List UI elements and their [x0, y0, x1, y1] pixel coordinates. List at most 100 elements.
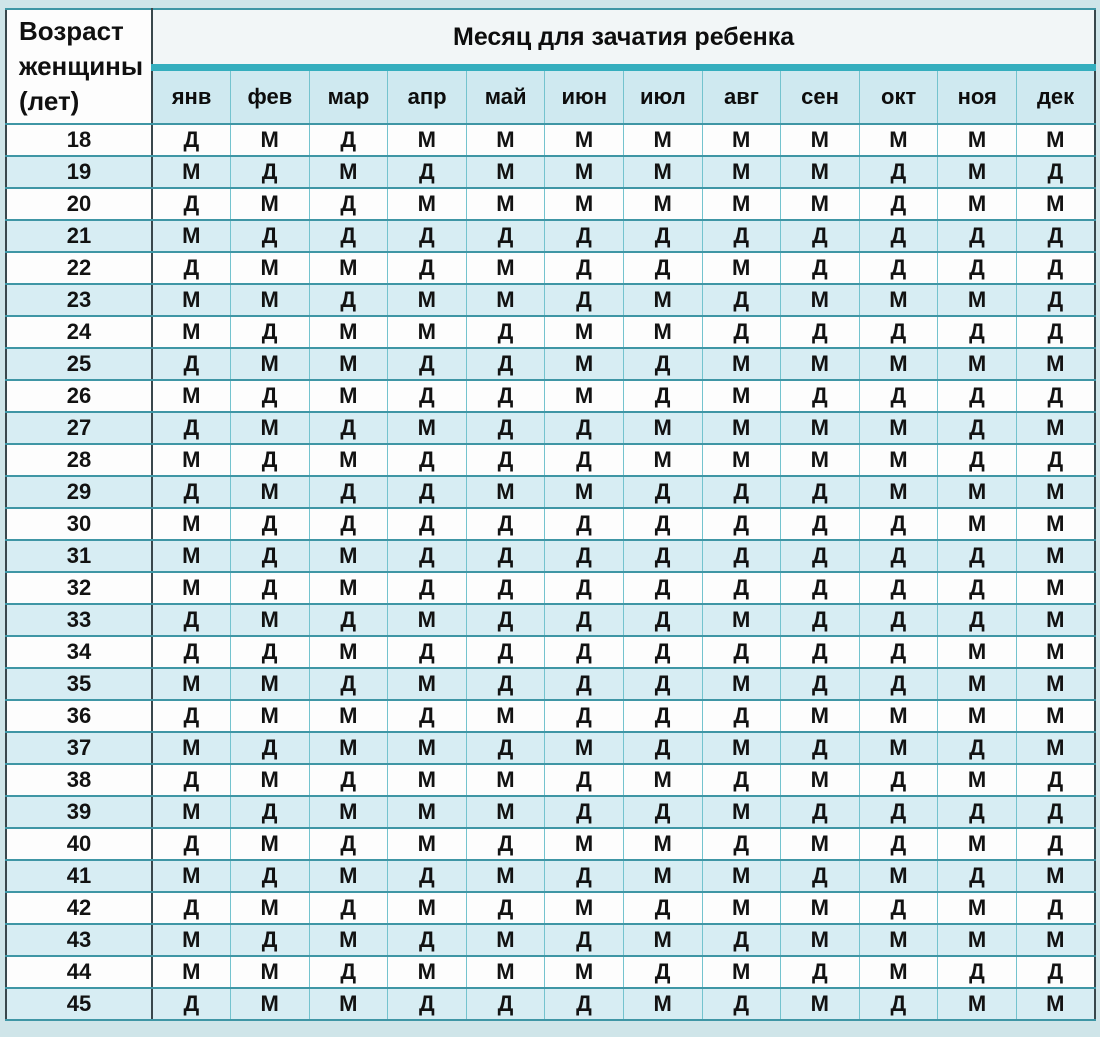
gender-cell-19-янв: М — [151, 155, 232, 190]
gender-cell-39-май: М — [465, 795, 546, 830]
gender-cell-28-дек: Д — [1016, 443, 1096, 478]
gender-cell-32-фев: Д — [230, 571, 310, 606]
gender-cell-25-ноя: М — [937, 347, 1018, 382]
gender-cell-20-июн: М — [544, 187, 625, 222]
gender-cell-26-окт: Д — [858, 379, 939, 414]
table-row-age-44: 44 М М Д М М М Д М Д М Д Д — [5, 955, 1096, 990]
gender-cell-41-июн: Д — [544, 859, 625, 894]
gender-cell-32-мар: М — [308, 571, 389, 606]
gender-cell-41-мар: М — [308, 859, 389, 894]
gender-cell-44-дек: Д — [1016, 955, 1096, 990]
gender-cell-22-ноя: Д — [937, 251, 1018, 286]
gender-cell-31-ноя: Д — [937, 539, 1018, 574]
gender-cell-20-ноя: М — [937, 187, 1018, 222]
gender-cell-18-дек: М — [1016, 123, 1096, 158]
gender-cell-40-окт: Д — [858, 827, 939, 862]
gender-cell-25-апр: Д — [387, 347, 467, 382]
gender-cell-26-май: Д — [465, 379, 546, 414]
month-header-10: окт — [858, 66, 939, 126]
gender-cell-28-май: Д — [465, 443, 546, 478]
gender-cell-23-сен: М — [780, 283, 860, 318]
gender-cell-28-авг: М — [701, 443, 782, 478]
gender-cell-33-дек: М — [1016, 603, 1096, 638]
gender-cell-33-мар: Д — [308, 603, 389, 638]
gender-cell-41-окт: М — [858, 859, 939, 894]
gender-cell-39-июн: Д — [544, 795, 625, 830]
gender-cell-20-фев: М — [230, 187, 310, 222]
age-cell: 22 — [5, 251, 153, 286]
table-row-age-25: 25 Д М М Д Д М Д М М М М М — [5, 347, 1096, 382]
gender-cell-41-дек: М — [1016, 859, 1096, 894]
gender-cell-23-май: М — [465, 283, 546, 318]
gender-cell-37-май: Д — [465, 731, 546, 766]
gender-cell-32-сен: Д — [780, 571, 860, 606]
age-cell: 38 — [5, 763, 153, 798]
gender-cell-30-июн: Д — [544, 507, 625, 542]
gender-cell-37-авг: М — [701, 731, 782, 766]
gender-cell-43-май: М — [465, 923, 546, 958]
gender-cell-35-июн: Д — [544, 667, 625, 702]
months-row: янв фев мар апр май июн июл авг сен окт ноя дек — [6, 66, 1096, 126]
gender-cell-35-мар: Д — [308, 667, 389, 702]
age-column-header: Возраст женщины (лет) — [5, 7, 153, 126]
gender-cell-26-янв: М — [151, 379, 232, 414]
gender-cell-33-сен: Д — [780, 603, 860, 638]
gender-cell-18-авг: М — [701, 123, 782, 158]
gender-cell-40-авг: Д — [701, 827, 782, 862]
gender-cell-18-фев: М — [230, 123, 310, 158]
gender-cell-34-фев: Д — [230, 635, 310, 670]
gender-cell-43-авг: Д — [701, 923, 782, 958]
month-banner-header: Месяц для зачатия ребенка — [151, 8, 1096, 72]
gender-cell-32-апр: Д — [387, 571, 467, 606]
gender-cell-45-ноя: М — [937, 987, 1018, 1022]
gender-cell-36-окт: М — [858, 699, 939, 734]
gender-cell-21-янв: М — [151, 219, 232, 254]
gender-cell-33-окт: Д — [858, 603, 939, 638]
gender-cell-27-май: Д — [465, 411, 546, 446]
gender-cell-18-янв: Д — [151, 123, 232, 158]
gender-cell-20-мар: Д — [308, 187, 389, 222]
gender-cell-44-мар: Д — [308, 955, 389, 990]
gender-cell-36-фев: М — [230, 699, 310, 734]
gender-cell-28-апр: Д — [387, 443, 467, 478]
gender-cell-34-июл: Д — [623, 635, 703, 670]
gender-cell-23-июл: М — [623, 283, 703, 318]
gender-cell-30-июл: Д — [623, 507, 703, 542]
gender-cell-28-янв: М — [151, 443, 232, 478]
gender-cell-36-дек: М — [1016, 699, 1096, 734]
gender-cell-26-ноя: Д — [937, 379, 1018, 414]
gender-cell-27-фев: М — [230, 411, 310, 446]
gender-cell-33-май: Д — [465, 603, 546, 638]
gender-cell-23-окт: М — [858, 283, 939, 318]
gender-cell-33-июл: Д — [623, 603, 703, 638]
gender-cell-23-дек: Д — [1016, 283, 1096, 318]
gender-cell-30-авг: Д — [701, 507, 782, 542]
age-cell: 26 — [5, 379, 153, 414]
gender-cell-21-фев: Д — [230, 219, 310, 254]
gender-cell-24-сен: Д — [780, 315, 860, 350]
gender-cell-38-мар: Д — [308, 763, 389, 798]
gender-cell-36-июл: Д — [623, 699, 703, 734]
gender-cell-33-фев: М — [230, 603, 310, 638]
gender-cell-31-июн: Д — [544, 539, 625, 574]
gender-cell-33-янв: Д — [151, 603, 232, 638]
table-row-age-27: 27 Д М Д М Д Д М М М М Д М — [5, 411, 1096, 446]
gender-cell-28-июн: Д — [544, 443, 625, 478]
gender-cell-35-дек: М — [1016, 667, 1096, 702]
gender-cell-19-ноя: М — [937, 155, 1018, 190]
gender-cell-21-авг: Д — [701, 219, 782, 254]
table-row-age-34: 34 Д Д М Д Д Д Д Д Д Д М М — [5, 635, 1096, 670]
gender-cell-29-июл: Д — [623, 475, 703, 510]
gender-cell-45-янв: Д — [151, 987, 232, 1022]
age-cell: 23 — [5, 283, 153, 318]
table-row-age-24: 24 М Д М М Д М М Д Д Д Д Д — [5, 315, 1096, 350]
gender-cell-32-дек: М — [1016, 571, 1096, 606]
gender-cell-26-июл: Д — [623, 379, 703, 414]
gender-cell-20-окт: Д — [858, 187, 939, 222]
gender-cell-35-фев: М — [230, 667, 310, 702]
gender-cell-36-авг: Д — [701, 699, 782, 734]
gender-cell-42-июл: Д — [623, 891, 703, 926]
gender-cell-42-июн: М — [544, 891, 625, 926]
gender-cell-45-май: Д — [465, 987, 546, 1022]
